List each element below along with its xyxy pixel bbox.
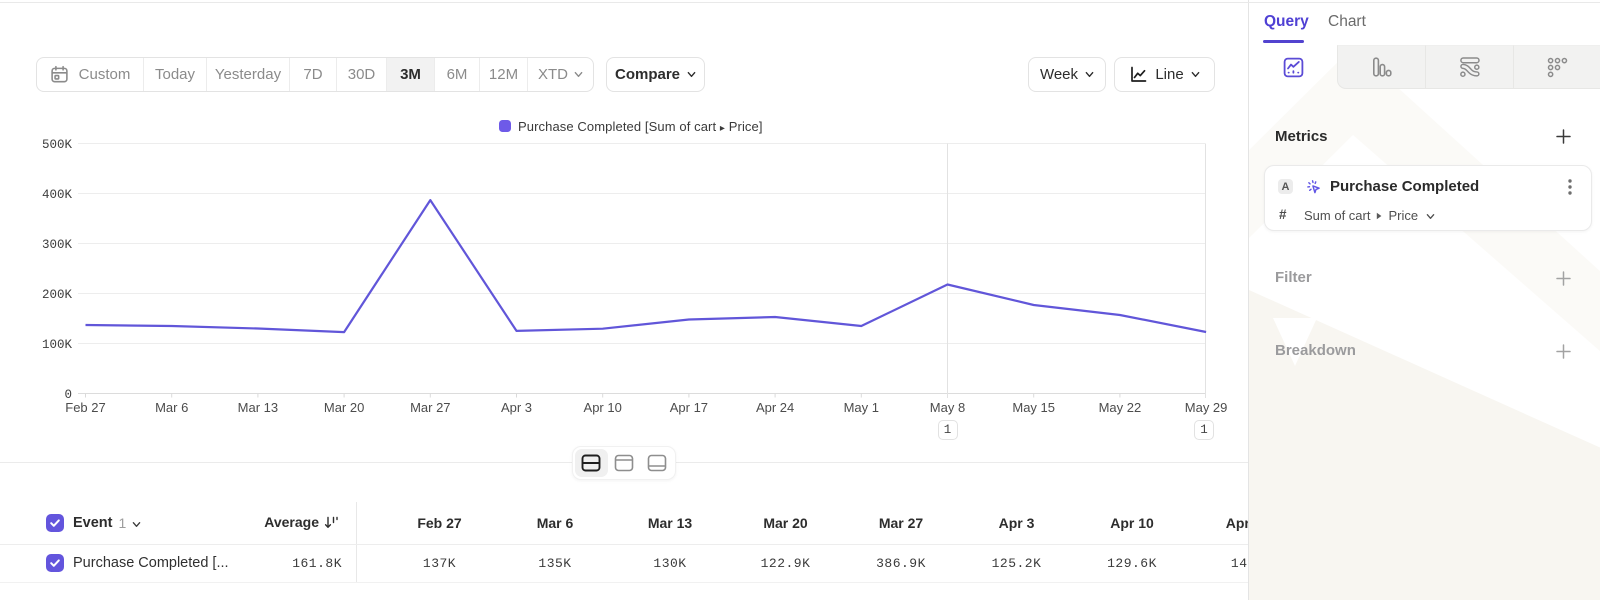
svg-text:May 29: May 29	[1185, 400, 1228, 415]
svg-text:Apr 3: Apr 3	[501, 400, 532, 415]
svg-text:Mar 27: Mar 27	[410, 400, 450, 415]
svg-text:500K: 500K	[42, 138, 73, 152]
svg-text:Apr 17: Apr 17	[670, 400, 708, 415]
svg-text:Apr 10: Apr 10	[584, 400, 622, 415]
svg-text:100K: 100K	[42, 338, 73, 352]
svg-text:Mar 20: Mar 20	[324, 400, 364, 415]
svg-text:Apr 24: Apr 24	[756, 400, 794, 415]
svg-text:May 1: May 1	[844, 400, 879, 415]
svg-text:0: 0	[64, 388, 72, 402]
svg-text:May 8: May 8	[930, 400, 965, 415]
svg-text:200K: 200K	[42, 288, 73, 302]
svg-text:Feb 27: Feb 27	[65, 400, 105, 415]
svg-text:Mar 13: Mar 13	[238, 400, 278, 415]
svg-text:400K: 400K	[42, 188, 73, 202]
svg-text:May 15: May 15	[1012, 400, 1055, 415]
svg-text:300K: 300K	[42, 238, 73, 252]
svg-text:May 22: May 22	[1099, 400, 1142, 415]
svg-text:Mar 6: Mar 6	[155, 400, 188, 415]
